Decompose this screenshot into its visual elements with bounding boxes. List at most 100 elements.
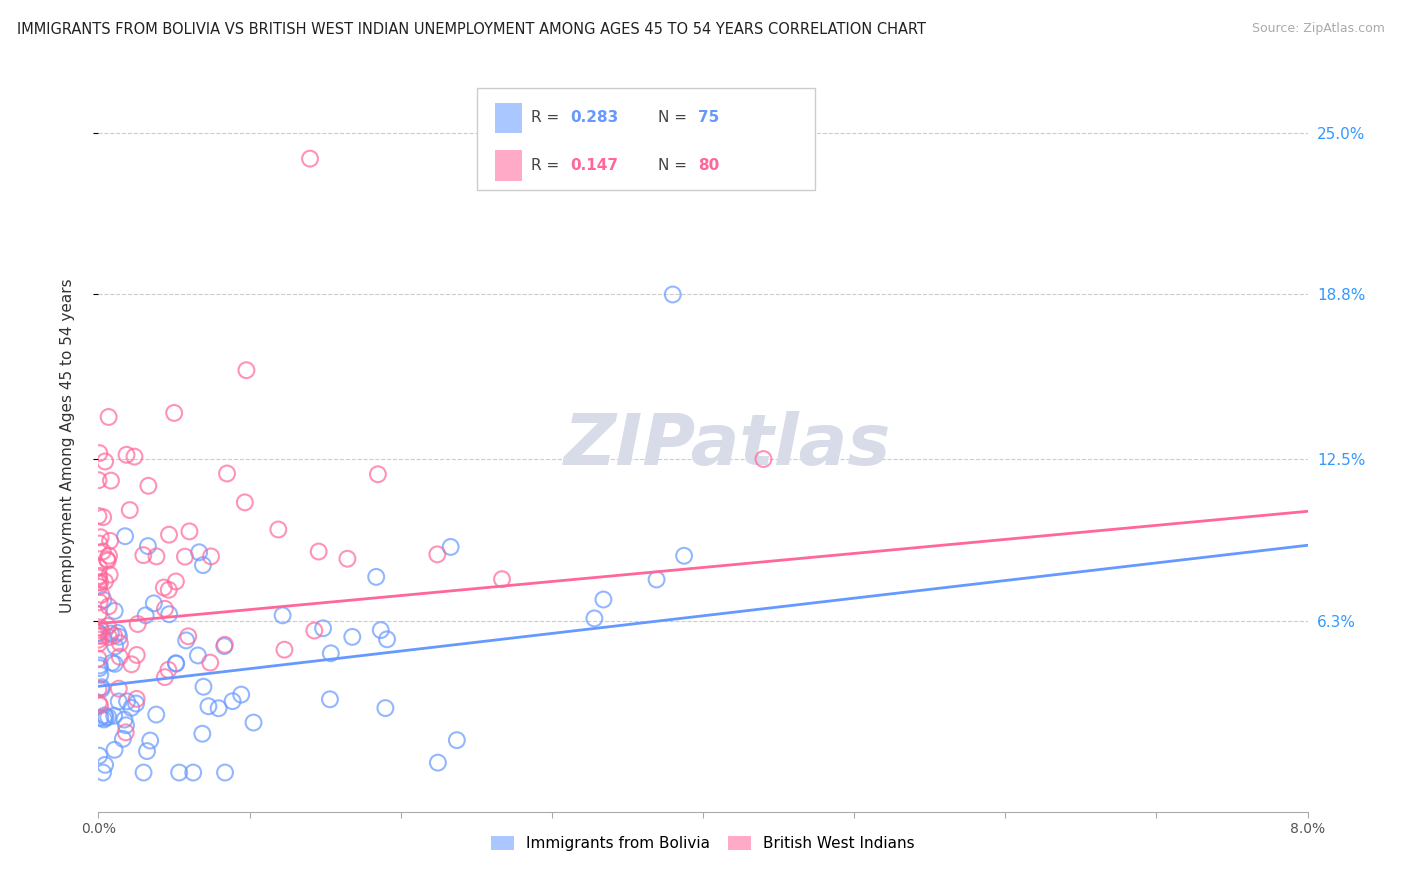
Point [89,595,111,609]
Point [96,552,118,566]
Point [94,454,117,468]
Point [153,601,176,615]
Point [153,670,176,684]
Text: ZIPatlas: ZIPatlas [564,411,891,481]
Point [104,657,127,671]
Point [100,626,122,640]
Point [94,711,117,725]
Point [101,656,124,670]
Point [90,588,112,602]
Point [752,452,775,467]
Point [90,624,112,638]
Point [139,733,162,747]
Point [583,611,606,625]
Point [181,765,204,780]
Point [271,608,294,623]
Point [214,765,236,780]
Point [267,523,290,537]
Point [145,707,167,722]
Point [370,623,392,637]
Point [125,648,148,662]
Point [366,570,388,584]
Point [115,694,138,708]
Point [319,692,342,706]
Point [299,152,322,166]
Point [89,668,111,682]
Point [93,713,115,727]
Point [107,694,129,708]
Point [197,699,219,714]
Point [375,632,398,647]
Point [87,607,110,621]
Point [112,713,135,727]
Point [125,697,148,711]
Point [136,744,159,758]
Text: N =: N = [658,111,692,126]
Point [87,651,110,665]
Text: IMMIGRANTS FROM BOLIVIA VS BRITISH WEST INDIAN UNEMPLOYMENT AMONG AGES 45 TO 54 : IMMIGRANTS FROM BOLIVIA VS BRITISH WEST … [17,22,927,37]
Point [673,549,696,563]
Point [87,626,110,640]
Point [97,554,120,568]
Point [90,530,112,544]
Point [91,544,114,558]
Point [98,533,121,548]
Point [114,725,136,739]
Point [89,569,111,583]
Point [235,363,257,377]
Point [242,715,264,730]
Point [107,626,129,640]
Point [108,636,131,650]
Point [93,593,115,607]
Point [87,509,110,524]
Point [157,582,180,597]
Point [103,629,125,643]
Text: N =: N = [658,158,692,173]
Point [273,642,295,657]
Text: 75: 75 [699,111,720,126]
Text: 0.283: 0.283 [569,111,619,126]
Point [87,637,110,651]
Point [89,575,111,590]
Point [121,657,143,672]
FancyBboxPatch shape [495,150,522,181]
Point [174,633,197,648]
Point [188,545,211,559]
Point [91,765,114,780]
Point [336,551,359,566]
Point [87,681,110,696]
Point [89,446,111,460]
Point [132,765,155,780]
Point [87,696,110,710]
Point [115,448,138,462]
Legend: Immigrants from Bolivia, British West Indians: Immigrants from Bolivia, British West In… [484,829,922,859]
Point [87,628,110,642]
Point [91,510,114,524]
Point [135,608,157,623]
Text: Source: ZipAtlas.com: Source: ZipAtlas.com [1251,22,1385,36]
Point [308,544,330,558]
Point [661,287,683,301]
Point [97,619,120,633]
Point [136,539,159,553]
Point [214,639,236,653]
Point [125,691,148,706]
Point [90,681,112,696]
Point [108,681,131,696]
Point [231,688,253,702]
Text: 0.147: 0.147 [569,158,619,173]
Point [145,549,167,564]
Point [157,607,180,622]
Point [645,573,668,587]
Point [592,592,614,607]
Point [89,560,111,574]
Point [115,718,138,732]
Point [157,663,180,677]
Point [426,547,449,561]
Point [165,657,187,671]
Point [132,548,155,562]
Point [374,701,396,715]
Point [90,680,112,694]
Point [191,727,214,741]
Point [89,711,111,725]
